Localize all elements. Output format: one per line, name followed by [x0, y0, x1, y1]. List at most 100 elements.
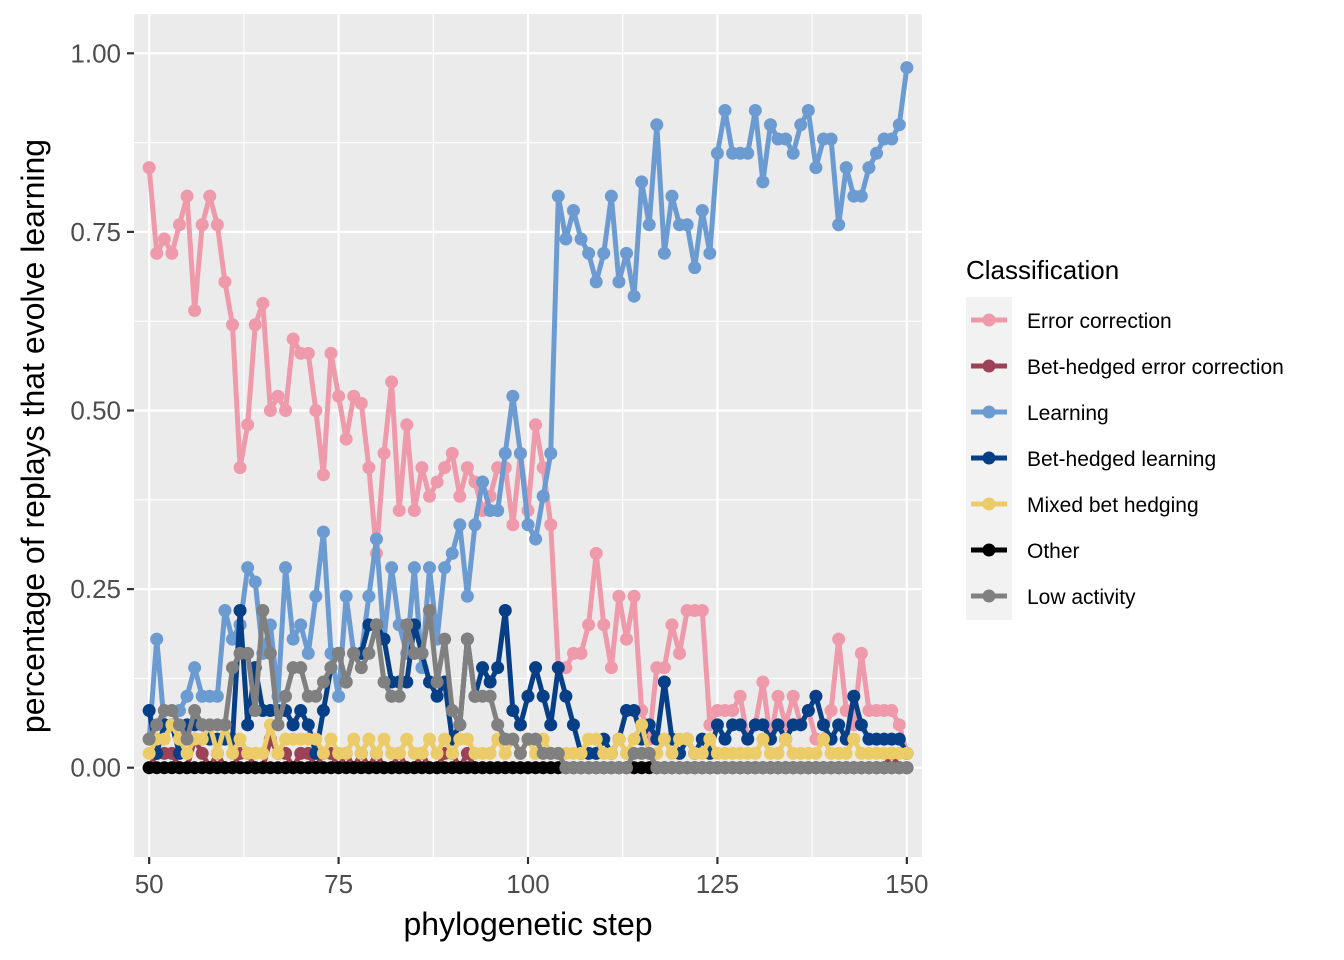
data-point-6-0: [142, 732, 156, 746]
data-point-6-14: [248, 704, 262, 718]
data-point-4-100: [900, 746, 914, 760]
data-point-2-1: [150, 632, 164, 646]
y-tick-label-4: 1.00: [70, 38, 121, 68]
data-point-4-2: [157, 732, 171, 746]
data-point-3-79: [741, 732, 755, 746]
data-point-2-64: [627, 289, 641, 303]
legend-label-5: Other: [1027, 540, 1080, 563]
data-point-6-46: [491, 718, 505, 732]
data-point-0-35: [407, 504, 421, 518]
data-point-2-81: [756, 175, 770, 189]
data-point-0-28: [354, 396, 368, 410]
legend-key-point-2: [982, 405, 996, 419]
data-point-3-88: [809, 689, 823, 703]
data-point-4-47: [498, 746, 512, 760]
data-point-2-6: [188, 661, 202, 675]
data-point-2-75: [710, 146, 724, 160]
data-point-3-86: [794, 718, 808, 732]
data-point-0-64: [627, 589, 641, 603]
data-point-0-70: [673, 646, 687, 660]
data-point-4-84: [779, 732, 793, 746]
data-point-3-56: [566, 718, 580, 732]
data-point-4-88: [809, 746, 823, 760]
data-point-0-42: [460, 461, 474, 475]
data-point-0-0: [142, 161, 156, 175]
data-point-2-32: [385, 561, 399, 575]
data-point-3-38: [430, 689, 444, 703]
data-point-0-12: [233, 461, 247, 475]
data-point-2-14: [248, 575, 262, 589]
data-point-2-39: [438, 561, 452, 575]
x-tick-label-0: 50: [135, 869, 164, 899]
data-point-2-42: [460, 589, 474, 603]
data-point-0-78: [733, 689, 747, 703]
legend-item-4: Mixed bet hedging: [971, 494, 1199, 517]
data-point-6-17: [271, 718, 285, 732]
data-point-4-15: [256, 746, 270, 760]
legend-item-3: Bet-hedged learning: [971, 448, 1216, 471]
data-point-3-48: [506, 704, 520, 718]
data-point-2-18: [279, 561, 293, 575]
data-point-0-51: [529, 418, 543, 432]
data-point-4-0: [142, 746, 156, 760]
data-point-6-36: [415, 646, 429, 660]
data-point-4-39: [438, 732, 452, 746]
data-point-6-63: [620, 761, 633, 775]
data-point-2-47: [498, 446, 512, 460]
data-point-0-31: [377, 446, 391, 460]
data-point-4-68: [657, 732, 671, 746]
data-point-2-74: [703, 246, 717, 260]
data-point-0-26: [339, 432, 353, 446]
data-point-2-57: [574, 232, 588, 246]
data-point-0-60: [597, 618, 611, 632]
data-point-2-37: [423, 561, 436, 575]
data-point-1-7: [195, 746, 209, 760]
x-axis-title: phylogenetic step: [403, 906, 652, 942]
legend-key-point-3: [982, 451, 996, 465]
y-tick-label-0: 0.00: [70, 753, 121, 783]
data-point-2-41: [453, 518, 467, 532]
data-point-0-34: [400, 418, 414, 432]
data-point-3-21: [301, 718, 315, 732]
data-point-0-3: [165, 246, 179, 260]
legend-label-6: Low activity: [1027, 586, 1136, 609]
data-point-2-58: [582, 246, 596, 260]
data-point-4-81: [756, 732, 770, 746]
data-point-6-28: [354, 661, 368, 675]
data-point-2-29: [362, 589, 376, 603]
data-point-6-39: [438, 632, 452, 646]
data-point-0-10: [218, 275, 232, 289]
data-point-3-76: [718, 732, 732, 746]
data-point-4-59: [589, 732, 603, 746]
data-point-2-88: [809, 161, 823, 175]
x-tick-label-3: 125: [696, 869, 739, 899]
data-point-3-53: [544, 718, 558, 732]
data-point-6-51: [529, 732, 543, 746]
y-axis-ticks: 0.00 0.25 0.50 0.75 1.00: [70, 38, 134, 783]
data-point-3-52: [536, 689, 550, 703]
data-point-2-50: [521, 518, 535, 532]
data-point-0-14: [248, 318, 262, 332]
series-6: [142, 604, 914, 775]
data-point-2-35: [407, 561, 421, 575]
data-point-0-33: [392, 504, 406, 518]
data-point-2-48: [506, 389, 520, 403]
data-point-6-48: [506, 732, 520, 746]
data-point-0-22: [309, 404, 323, 417]
data-point-4-24: [324, 732, 338, 746]
data-point-0-2: [157, 232, 171, 246]
data-point-3-68: [657, 675, 671, 689]
data-point-2-82: [763, 118, 777, 132]
data-point-0-58: [582, 618, 596, 632]
data-point-4-34: [400, 732, 414, 746]
data-point-4-9: [210, 746, 224, 760]
data-point-2-44: [476, 475, 490, 489]
data-point-0-68: [657, 661, 671, 675]
data-point-3-50: [521, 689, 535, 703]
data-point-0-7: [195, 218, 209, 232]
data-point-2-30: [369, 532, 383, 546]
data-point-6-42: [460, 632, 474, 646]
data-point-3-44: [476, 661, 490, 675]
data-point-0-9: [210, 218, 224, 232]
data-point-6-66: [642, 746, 656, 760]
